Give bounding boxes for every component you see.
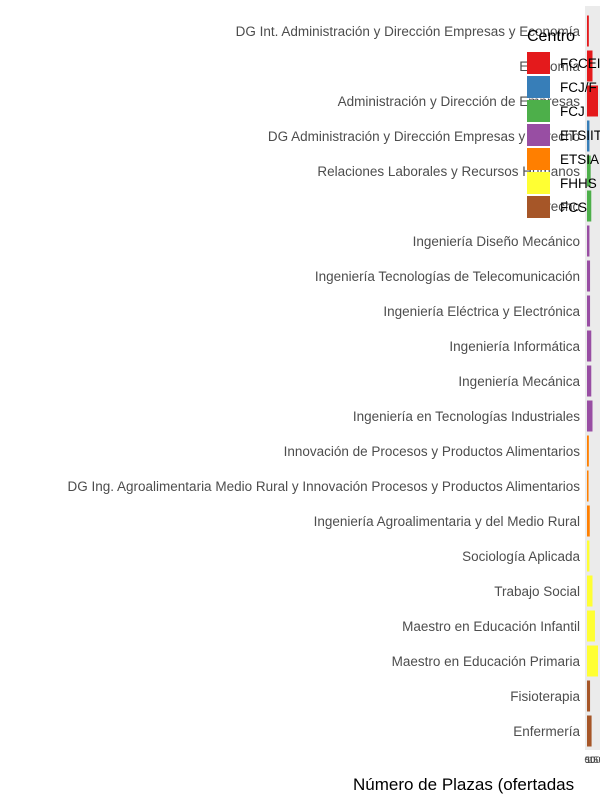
x-tick-label: 150: [589, 755, 600, 765]
bar-13: [587, 435, 589, 467]
category-label: Ingeniería en Tecnologías Industriales: [353, 409, 580, 424]
bar-14: [587, 470, 589, 502]
category-label: Enfermería: [513, 724, 580, 739]
legend-label: FCCEI: [560, 56, 600, 71]
category-label: Trabajo Social: [494, 584, 580, 599]
category-label: Innovación de Procesos y Productos Alime…: [284, 444, 581, 459]
x-tick-label: 0: [584, 755, 589, 765]
category-label: Fisioterapia: [510, 689, 580, 704]
category-label: Relaciones Laborales y Recursos Humanos: [317, 164, 580, 179]
bar-3: [587, 85, 598, 117]
category-label: Ingeniería Eléctrica y Electrónica: [383, 304, 580, 319]
bar-2: [587, 50, 593, 82]
legend-key: [527, 148, 550, 170]
bar-6: [587, 190, 592, 222]
legend-key: [527, 196, 550, 218]
bar-5: [587, 155, 591, 187]
bar-7: [587, 225, 590, 257]
legend-label: ETSIA: [560, 152, 599, 167]
bar-9: [587, 295, 591, 327]
category-label: DG Int. Administración y Dirección Empre…: [236, 24, 581, 39]
legend-label: FCS: [560, 200, 587, 215]
bar-1: [587, 15, 589, 47]
bar-4: [587, 120, 590, 152]
category-label: Maestro en Educación Primaria: [392, 654, 581, 669]
legend-title: Centro: [527, 28, 575, 45]
category-label: Sociología Aplicada: [462, 549, 580, 564]
category-label: Maestro en Educación Infantil: [402, 619, 580, 634]
bar-19: [587, 645, 598, 677]
legend-key: [527, 52, 550, 74]
category-label: Ingeniería Agroalimentaria y del Medio R…: [314, 514, 580, 529]
bar-12: [587, 400, 593, 432]
category-label: Ingeniería Informática: [449, 339, 580, 354]
category-label: Ingeniería Tecnologías de Telecomunicaci…: [315, 269, 580, 284]
x-ticks-group: 050100150: [584, 755, 600, 765]
legend: Centro FCCEI FCJ/F FCJ ETSIIT ETSIA FHHS FCS: [527, 28, 600, 218]
bar-11: [587, 365, 592, 397]
bar-8: [587, 260, 591, 292]
category-label: Ingeniería Mecánica: [458, 374, 580, 389]
bar-20: [587, 680, 591, 712]
legend-key: [527, 124, 550, 146]
category-label: DG Administración y Dirección Empresas y…: [268, 129, 580, 144]
legend-label: FCJ: [560, 104, 585, 119]
legend-label: ETSIIT: [560, 128, 600, 143]
legend-key: [527, 172, 550, 194]
legend-key: [527, 76, 550, 98]
category-label: DG Ing. Agroalimentaria Medio Rural y In…: [68, 479, 581, 494]
legend-key: [527, 100, 550, 122]
bar-17: [587, 575, 593, 607]
bar-21: [587, 715, 592, 747]
category-label: Administración y Dirección de Empresas: [338, 94, 581, 109]
bar-15: [587, 505, 590, 537]
x-axis-title: Número de Plazas (ofertadas: [353, 775, 574, 794]
legend-label: FCJ/F: [560, 80, 597, 95]
x-tick-label: 50: [585, 755, 595, 765]
bars-group: [587, 15, 598, 747]
bar-16: [587, 540, 590, 572]
category-labels-group: DG Int. Administración y Dirección Empre…: [68, 24, 581, 739]
bar-18: [587, 610, 595, 642]
legend-label: FHHS: [560, 176, 597, 191]
bar-10: [587, 330, 592, 362]
x-tick-label: 100: [586, 755, 600, 765]
category-label: Ingeniería Diseño Mecánico: [413, 234, 580, 249]
